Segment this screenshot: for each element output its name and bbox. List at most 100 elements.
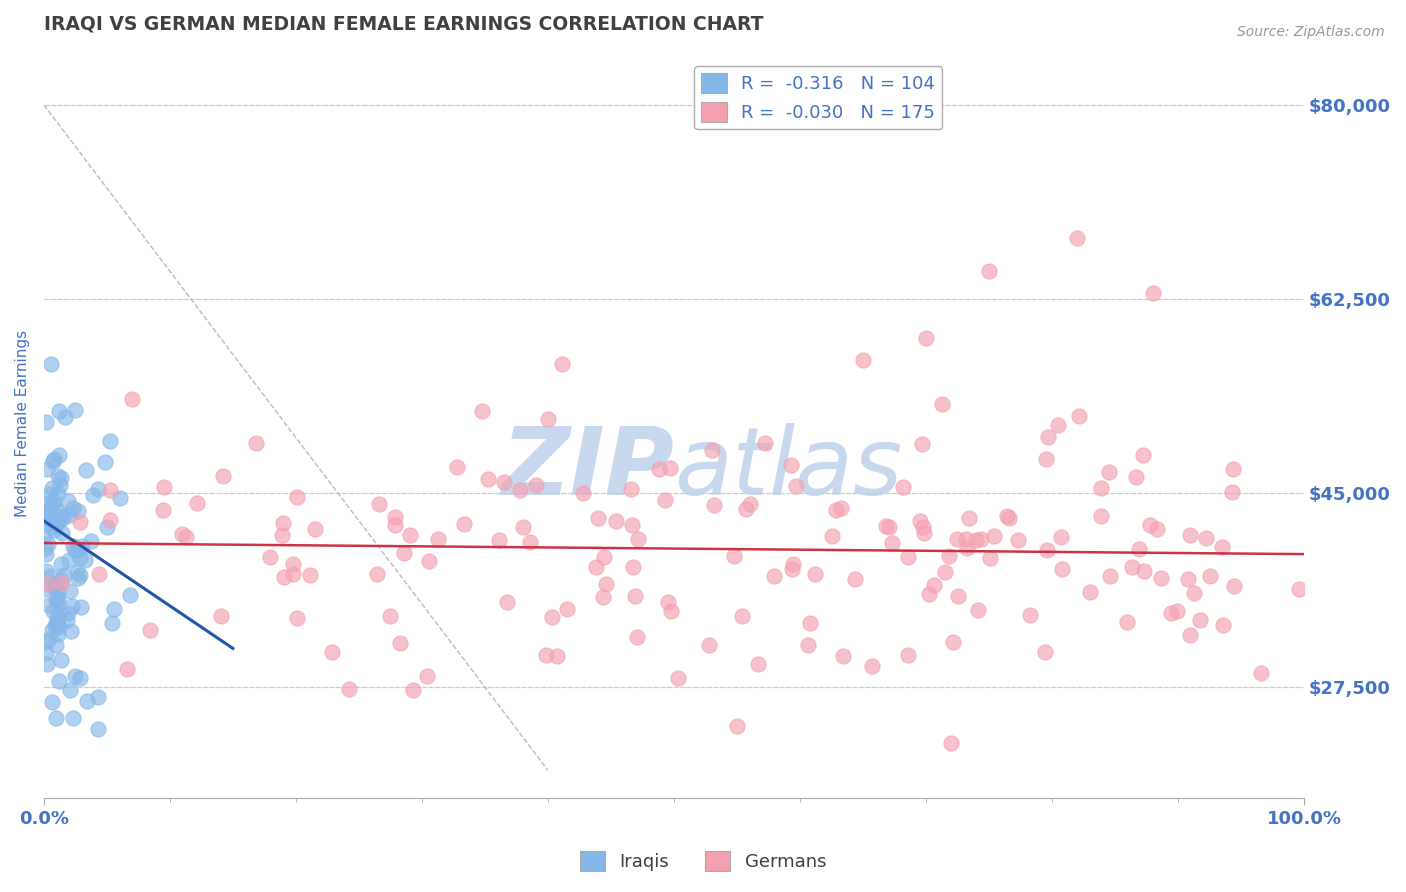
Point [39,357,62,371]
Point [1177,572,1199,586]
Point [1018,607,1040,622]
Point [58,508,80,523]
Point [48,477,70,491]
Point [44,619,66,633]
Point [797,638,820,652]
Point [67,570,90,584]
Point [1220,485,1243,500]
Point [42,452,65,467]
Point [378,609,401,624]
Point [470,404,492,418]
Point [62,539,84,553]
Point [120,588,142,602]
Point [453,516,475,531]
Point [1046,417,1069,432]
Point [270,528,292,542]
Point [46,592,69,607]
Point [659,604,682,618]
Text: atlas: atlas [673,423,903,514]
Point [34,547,56,561]
Point [34,415,56,429]
Point [983,529,1005,543]
Point [1036,543,1059,558]
Point [174,530,197,544]
Point [96,520,118,534]
Point [595,577,617,591]
Point [108,491,131,505]
Point [39,487,62,501]
Point [852,353,875,368]
Point [541,610,564,624]
Point [281,558,304,572]
Point [98,434,121,448]
Point [37,657,59,672]
Point [384,510,406,524]
Point [418,554,440,568]
Point [782,557,804,571]
Point [803,567,825,582]
Point [38,568,60,582]
Point [496,595,519,609]
Point [98,512,121,526]
Point [821,529,844,543]
Point [152,503,174,517]
Point [830,501,852,516]
Point [1160,606,1182,620]
Point [1178,528,1201,542]
Point [891,480,914,494]
Point [551,357,574,371]
Point [658,461,681,475]
Point [1150,571,1173,585]
Point [995,508,1018,523]
Point [699,638,721,652]
Point [735,502,758,516]
Point [509,483,531,498]
Point [45,638,67,652]
Point [209,609,232,624]
Point [48,404,70,418]
Point [58,493,80,508]
Point [389,636,412,650]
Point [48,486,70,500]
Point [825,503,848,517]
Point [98,483,121,497]
Point [52,511,75,525]
Point [69,671,91,685]
Point [259,549,281,564]
Point [51,557,73,571]
Point [1139,517,1161,532]
Point [1007,533,1029,548]
Point [1050,562,1073,576]
Point [46,503,69,517]
Point [592,591,614,605]
Point [337,681,360,696]
Point [34,582,56,596]
Point [41,481,63,495]
Point [785,479,807,493]
Point [725,719,748,733]
Point [908,514,931,528]
Point [48,448,70,462]
Point [153,480,176,494]
Point [89,567,111,582]
Point [39,516,62,530]
Point [1035,452,1057,467]
Text: ZIP: ZIP [501,423,673,515]
Point [654,493,676,508]
Point [512,519,534,533]
Point [298,568,321,582]
Point [34,529,56,543]
Point [555,602,578,616]
Point [65,543,87,558]
Point [1090,508,1112,523]
Point [1189,613,1212,627]
Point [1050,530,1073,544]
Point [546,649,568,664]
Point [59,624,82,639]
Point [740,497,762,511]
Point [862,658,884,673]
Point [1211,540,1233,554]
Point [34,541,56,555]
Point [170,527,193,541]
Point [1178,628,1201,642]
